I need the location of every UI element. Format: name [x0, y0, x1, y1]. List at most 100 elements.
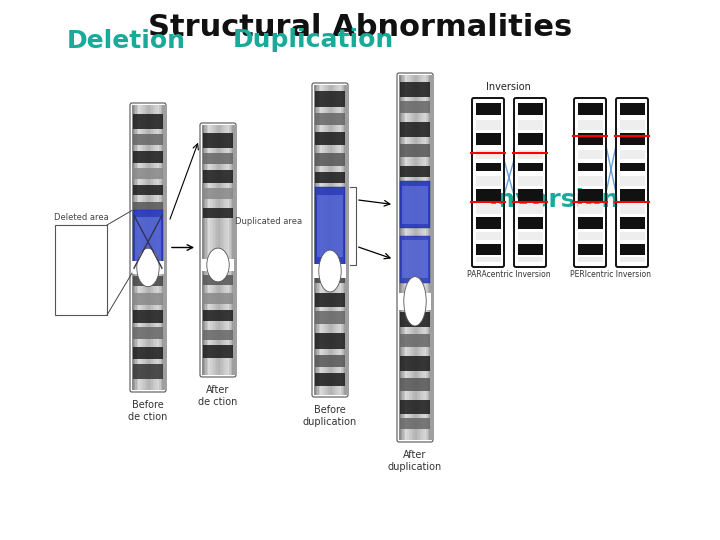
Bar [421, 75, 423, 440]
Bar [577, 232, 603, 240]
Bar [417, 75, 419, 440]
Bar [619, 217, 644, 229]
Bar [400, 334, 430, 347]
Bar [221, 125, 223, 375]
Bar [518, 189, 542, 201]
Bar [400, 144, 430, 157]
Bar [619, 256, 644, 262]
Bar [619, 163, 644, 171]
Bar [518, 244, 542, 255]
Bar [577, 103, 603, 115]
Text: Before
de ction: Before de ction [128, 400, 168, 422]
Bar [205, 125, 207, 375]
FancyBboxPatch shape [616, 98, 648, 267]
Bar [402, 240, 428, 278]
Bar [400, 378, 430, 391]
Bar [315, 187, 345, 265]
Bar [135, 105, 138, 390]
Bar [619, 150, 644, 159]
Bar [402, 75, 405, 440]
Ellipse shape [404, 276, 426, 326]
Bar [475, 204, 500, 214]
Bar [404, 75, 406, 440]
Bar [399, 293, 431, 309]
Bar [426, 75, 428, 440]
Bar [518, 133, 542, 145]
Bar [420, 75, 422, 440]
Bar [315, 373, 345, 386]
Bar [400, 400, 430, 415]
Bar [140, 105, 142, 390]
Ellipse shape [319, 250, 341, 292]
Bar [323, 85, 325, 395]
Bar [203, 293, 233, 303]
Bar [146, 105, 148, 390]
Bar [400, 418, 430, 429]
Bar [418, 75, 420, 440]
Bar [163, 105, 164, 390]
Bar [55, 225, 107, 315]
Bar [475, 163, 500, 171]
FancyBboxPatch shape [514, 98, 546, 267]
Bar [225, 125, 227, 375]
Bar [518, 217, 542, 229]
Bar [215, 125, 217, 375]
Bar [133, 310, 163, 323]
Bar [475, 217, 500, 229]
Bar [202, 125, 204, 375]
Bar [619, 232, 644, 240]
Bar [340, 85, 342, 395]
Bar [133, 202, 163, 211]
Bar [475, 256, 500, 262]
Bar [133, 327, 163, 339]
Bar [577, 189, 603, 201]
Bar [133, 347, 163, 359]
Bar [212, 125, 214, 375]
Bar [428, 75, 430, 440]
Bar [203, 170, 233, 183]
Bar [341, 85, 343, 395]
Bar [400, 100, 430, 113]
Bar [405, 75, 408, 440]
Bar [315, 293, 345, 307]
Bar [518, 103, 542, 115]
Bar [314, 264, 346, 278]
Bar [518, 150, 542, 159]
Bar [229, 125, 231, 375]
Bar [619, 204, 644, 214]
Bar [203, 132, 233, 147]
Bar [320, 85, 323, 395]
Bar [400, 82, 430, 97]
Text: Duplication: Duplication [233, 29, 394, 52]
Bar [317, 195, 343, 257]
Bar [133, 211, 163, 273]
Bar [336, 85, 338, 395]
Bar [213, 125, 215, 375]
Bar [425, 75, 427, 440]
Bar [150, 105, 152, 390]
Bar [335, 85, 337, 395]
Text: Structural Abnormalities: Structural Abnormalities [148, 14, 572, 43]
Bar [203, 345, 233, 357]
Bar [202, 259, 234, 271]
Bar [159, 105, 161, 390]
Bar [475, 189, 500, 201]
Bar [315, 172, 345, 183]
Text: PERIcentric Inversion: PERIcentric Inversion [570, 270, 652, 279]
Text: Inversion: Inversion [486, 82, 531, 92]
Bar [315, 333, 345, 348]
Bar [475, 244, 500, 255]
Bar [577, 150, 603, 159]
Bar [135, 217, 161, 267]
FancyBboxPatch shape [472, 98, 504, 267]
Text: Before
duplication: Before duplication [303, 405, 357, 427]
Bar [577, 256, 603, 262]
Bar [475, 103, 500, 115]
Bar [138, 105, 140, 390]
Bar [325, 85, 328, 395]
Bar [222, 125, 225, 375]
Bar [332, 85, 333, 395]
Bar [619, 133, 644, 145]
Bar [400, 75, 402, 440]
Text: Deletion: Deletion [66, 29, 186, 52]
